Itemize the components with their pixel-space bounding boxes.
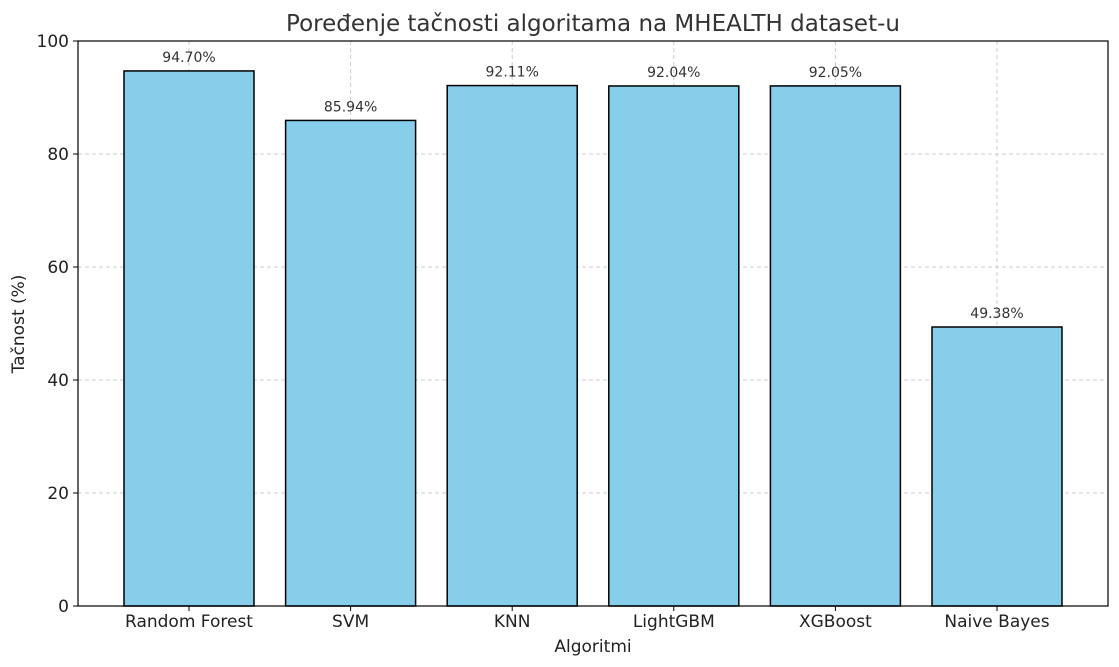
data-label: 92.11% [486, 65, 539, 81]
x-tick-label: Random Forest [125, 612, 253, 632]
x-axis-label: Algoritmi [554, 637, 631, 657]
y-axis-label: Tačnost (%) [9, 275, 29, 375]
bar-random-forest [123, 70, 255, 607]
y-tick-label: 80 [47, 145, 69, 165]
x-tick-label: SVM [332, 612, 369, 632]
chart-title: Poređenje tačnosti algoritama na MHEALTH… [286, 11, 900, 37]
y-tick-label: 60 [47, 258, 69, 278]
x-tick-label: KNN [494, 612, 531, 632]
x-tick-label: XGBoost [799, 612, 872, 632]
bar-naive-bayes [931, 326, 1063, 607]
bar-svm [284, 119, 417, 607]
y-tick-label: 40 [47, 371, 69, 391]
data-label: 85.94% [324, 99, 377, 115]
x-tick-label: Naive Bayes [944, 612, 1049, 632]
labels-layer: 94.70% 85.94% 92.11% 92.04% 92.05% 49.38% [162, 50, 1023, 322]
bar-knn [446, 84, 578, 607]
data-label: 49.38% [970, 306, 1023, 322]
axes-layer: 0 20 40 60 80 100 Random Forest SVM KNN LightGBM X… [37, 32, 1109, 632]
data-label: 92.05% [809, 65, 862, 81]
plot-frame [77, 40, 1109, 607]
bar-xgboost [769, 85, 902, 607]
bar-lightgbm [608, 85, 740, 607]
data-label: 94.70% [162, 50, 215, 66]
bars-layer [123, 70, 1063, 607]
y-tick-label: 20 [47, 484, 69, 504]
x-tick-label: LightGBM [633, 612, 715, 632]
y-tick-label: 100 [37, 32, 69, 52]
y-tick-label: 0 [58, 597, 69, 617]
data-label: 92.04% [647, 65, 700, 81]
